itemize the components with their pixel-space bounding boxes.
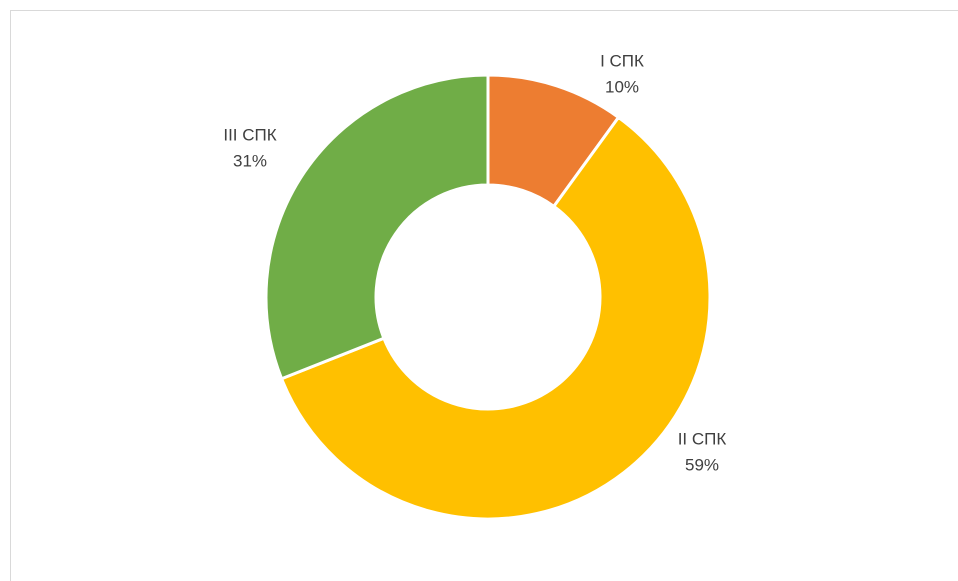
donut-slice bbox=[264, 73, 490, 381]
slice-value-label: 59% bbox=[685, 455, 719, 474]
slice-value-label: 31% bbox=[233, 151, 267, 170]
slice-category-label: III СПК bbox=[223, 125, 276, 144]
slice-category-label: II СПК bbox=[678, 429, 727, 448]
slice-value-label: 10% bbox=[605, 77, 639, 96]
donut-slice bbox=[279, 115, 712, 521]
slice-category-label: I СПК bbox=[600, 51, 644, 70]
